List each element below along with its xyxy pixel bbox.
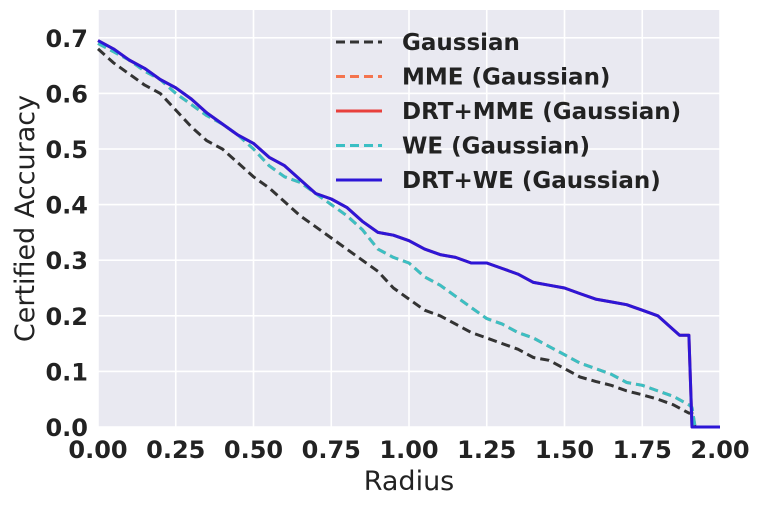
y-tick-label: 0.0 [45, 414, 88, 442]
y-tick-label: 0.6 [45, 80, 88, 108]
legend: Gaussian MME (Gaussian) DRT+MME (Gaussian)… [336, 30, 681, 194]
series-lines [96, 39, 720, 429]
x-tick-label: 1.00 [379, 436, 438, 464]
y-axis-label: Certified Accuracy [10, 95, 41, 342]
legend-label-drt-we-gaussian: DRT+WE (Gaussian) [402, 168, 661, 194]
series-line-we-gaussian [97, 42, 720, 429]
x-axis-label: Radius [364, 466, 455, 497]
grid-lines [97, 10, 721, 428]
x-tick-label: 2.00 [690, 436, 749, 464]
legend-label-mme-gaussian: MME (Gaussian) [402, 65, 610, 91]
legend-label-gaussian: Gaussian [402, 30, 520, 56]
series-line-gaussian [96, 47, 720, 429]
x-tick-label: 0.50 [224, 436, 283, 464]
y-tick-label: 0.1 [45, 358, 88, 386]
legend-label-drt-mme-gaussian: DRT+MME (Gaussian) [402, 99, 681, 125]
x-tick-label: 1.75 [613, 436, 672, 464]
x-tick-label: 1.25 [457, 436, 516, 464]
y-axis-ticks: 0.0 0.1 0.2 0.3 0.4 0.5 0.6 0.7 [45, 25, 88, 442]
x-tick-label: 0.25 [146, 436, 205, 464]
y-tick-label: 0.4 [45, 192, 88, 220]
x-axis-ticks: 0.00 0.25 0.50 0.75 1.00 1.25 1.50 1.75 2.00 [68, 436, 749, 464]
y-tick-label: 0.2 [45, 303, 88, 331]
x-tick-label: 1.50 [535, 436, 594, 464]
x-tick-label: 0.00 [68, 436, 127, 464]
y-tick-label: 0.5 [45, 136, 88, 164]
legend-label-we-gaussian: WE (Gaussian) [402, 134, 590, 160]
y-tick-label: 0.7 [45, 25, 88, 53]
series-line-drt-we-gaussian [97, 39, 720, 429]
y-tick-label: 0.3 [45, 247, 88, 275]
x-tick-label: 0.75 [302, 436, 361, 464]
